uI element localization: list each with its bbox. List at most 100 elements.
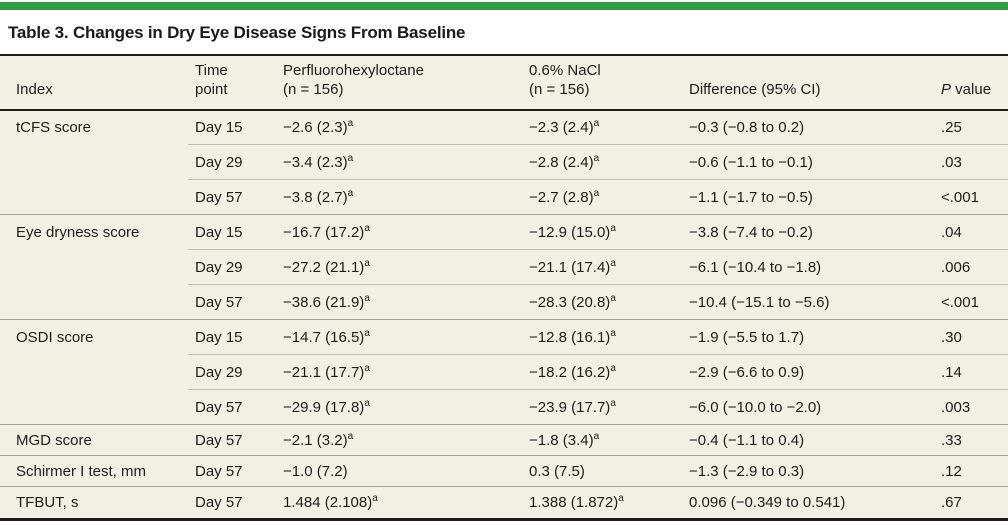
cell-time-point: Day 29 [188, 354, 276, 390]
footnote-marker: a [364, 257, 370, 269]
cell-p-value: .12 [934, 455, 1008, 487]
header-row: Index Time point Perfluorohexyloctane (n… [0, 56, 1008, 111]
table-row: Day 57 −29.9 (17.8)a −23.9 (17.7)a −6.0 … [0, 389, 1008, 425]
cell-nacl: −2.3 (2.4)a [529, 117, 600, 136]
table-row: Day 29 −3.4 (2.3)a −2.8 (2.4)a −0.6 (−1.… [0, 144, 1008, 180]
cell-time-point: Day 57 [188, 389, 276, 425]
cell-p-value: .33 [934, 424, 1008, 456]
cell-time-point: Day 29 [188, 249, 276, 285]
cell-pfho: −2.6 (2.3)a [283, 117, 354, 136]
table-row: MGD score Day 57 −2.1 (3.2)a −1.8 (3.4)a… [0, 424, 1008, 456]
footnote-marker: a [372, 492, 378, 504]
cell-p-value: .67 [934, 486, 1008, 518]
cell-p-value: .03 [934, 144, 1008, 180]
cell-time-point: Day 57 [188, 455, 276, 487]
footnote-marker: a [347, 152, 354, 164]
table-row: tCFS score Day 15 −2.6 (2.3)a −2.3 (2.4)… [0, 110, 1008, 145]
footnote-marker: a [364, 327, 370, 339]
column-header-difference: Difference (95% CI) [682, 56, 934, 111]
column-header-p-value: P value [934, 56, 1008, 111]
cell-p-value: .14 [934, 354, 1008, 390]
cell-nacl: −28.3 (20.8)a [522, 284, 682, 320]
cell-nacl: 1.388 (1.872)a [522, 486, 682, 518]
cell-index [0, 250, 188, 285]
footnote-marker: a [364, 292, 370, 304]
cell-pfho: −27.2 (21.1)a [276, 249, 522, 285]
footnote-marker: a [364, 362, 370, 374]
cell-nacl: −2.8 (2.4)a [522, 144, 682, 180]
table-row: Day 29 −27.2 (21.1)a −21.1 (17.4)a −6.1 … [0, 249, 1008, 285]
cell-p-value: .04 [934, 214, 1008, 250]
title-rule [0, 54, 1008, 56]
cell-time-point: Day 15 [188, 319, 276, 355]
table-row: OSDI score Day 15 −14.7 (16.5)a −12.8 (1… [0, 319, 1008, 355]
cell-p-value: .25 [941, 118, 962, 136]
table-row: Day 57 −3.8 (2.7)a −2.7 (2.8)a −1.1 (−1.… [0, 179, 1008, 215]
footnote-marker: a [364, 222, 370, 234]
footnote-marker: a [610, 362, 616, 374]
footnote-marker: a [364, 397, 370, 409]
cell-time-point: Day 57 [188, 424, 276, 456]
cell-index: tCFS score [16, 119, 92, 136]
cell-nacl: 0.3 (7.5) [522, 455, 682, 487]
cell-index [0, 355, 188, 390]
footnote-marker: a [593, 430, 600, 442]
cell-nacl: −18.2 (16.2)a [522, 354, 682, 390]
table-row: Day 29 −21.1 (17.7)a −18.2 (16.2)a −2.9 … [0, 354, 1008, 390]
data-table: Index Time point Perfluorohexyloctane (n… [0, 56, 1008, 518]
footnote-marker: a [610, 292, 616, 304]
column-header-index: Index [0, 56, 188, 111]
cell-difference: −2.9 (−6.6 to 0.9) [682, 354, 934, 390]
footnote-marker: a [610, 222, 616, 234]
cell-difference: −6.1 (−10.4 to −1.8) [682, 249, 934, 285]
table-row: Schirmer I test, mm Day 57 −1.0 (7.2) 0.… [0, 455, 1008, 487]
table-row: TFBUT, s Day 57 1.484 (2.108)a 1.388 (1.… [0, 486, 1008, 518]
cell-time-point: Day 15 [195, 118, 243, 136]
column-header-nacl: 0.6% NaCl (n = 156) [522, 56, 682, 111]
cell-index [0, 180, 188, 215]
cell-nacl: −21.1 (17.4)a [522, 249, 682, 285]
cell-time-point: Day 29 [188, 144, 276, 180]
cell-pfho: −21.1 (17.7)a [276, 354, 522, 390]
cell-pfho: −16.7 (17.2)a [276, 214, 522, 250]
footnote-marker: a [610, 327, 616, 339]
cell-index [0, 145, 188, 180]
cell-nacl: −12.9 (15.0)a [522, 214, 682, 250]
cell-pfho: −38.6 (21.9)a [276, 284, 522, 320]
cell-p-value: .003 [934, 389, 1008, 425]
table-row: Eye dryness score Day 15 −16.7 (17.2)a −… [0, 214, 1008, 250]
footnote-marker: a [347, 117, 354, 129]
cell-p-value: .006 [934, 249, 1008, 285]
cell-difference: −1.9 (−5.5 to 1.7) [682, 319, 934, 355]
table-title: Table 3. Changes in Dry Eye Disease Sign… [8, 23, 466, 42]
footnote-marker: a [610, 257, 616, 269]
cell-difference: −1.3 (−2.9 to 0.3) [682, 455, 934, 487]
cell-index: Schirmer I test, mm [0, 455, 188, 487]
cell-pfho: 1.484 (2.108)a [276, 486, 522, 518]
footnote-marker: a [593, 152, 600, 164]
cell-difference: −0.6 (−1.1 to −0.1) [682, 144, 934, 180]
footnote-marker: a [593, 117, 600, 129]
cell-index [0, 285, 188, 320]
cell-time-point: Day 57 [188, 179, 276, 215]
cell-pfho: −29.9 (17.8)a [276, 389, 522, 425]
cell-time-point: Day 57 [188, 486, 276, 518]
footnote-marker: a [347, 187, 354, 199]
cell-difference: −10.4 (−15.1 to −5.6) [682, 284, 934, 320]
footnote-marker: a [618, 492, 624, 504]
cell-pfho: −1.0 (7.2) [276, 455, 522, 487]
cell-difference: −3.8 (−7.4 to −0.2) [682, 214, 934, 250]
cell-difference: 0.096 (−0.349 to 0.541) [682, 486, 934, 518]
cell-difference: −0.3 (−0.8 to 0.2) [689, 118, 805, 136]
bottom-rule [0, 517, 1008, 521]
accent-bar [0, 2, 1008, 10]
table-row: Day 57 −38.6 (21.9)a −28.3 (20.8)a −10.4… [0, 284, 1008, 320]
cell-pfho: −3.8 (2.7)a [276, 179, 522, 215]
cell-pfho: −3.4 (2.3)a [276, 144, 522, 180]
column-header-time-point: Time point [188, 56, 276, 111]
column-header-perfluorohexyloctane: Perfluorohexyloctane (n = 156) [276, 56, 522, 111]
cell-index: MGD score [0, 424, 188, 456]
p-value-italic: P [941, 80, 952, 98]
cell-p-value: <.001 [934, 284, 1008, 320]
cell-index: Eye dryness score [0, 214, 188, 250]
